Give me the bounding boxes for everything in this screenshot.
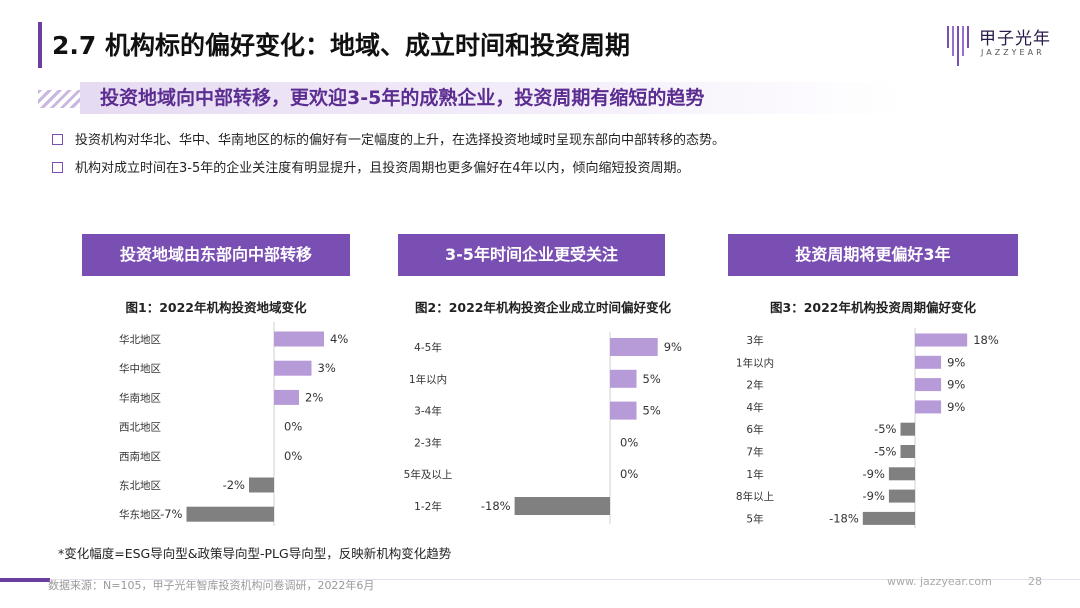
chart-3-value-label: -5%	[874, 445, 896, 459]
chart-3-bar	[888, 489, 915, 503]
subtitle: 投资地域向中部转移，更欢迎3-5年的成熟企业，投资周期有缩短的趋势	[100, 87, 705, 109]
chart-3-category-label: 8年以上	[736, 490, 774, 503]
chart-2-value-label: 0%	[620, 435, 638, 449]
chart-1-bar	[186, 506, 274, 522]
chart-3-category-label: 1年以内	[736, 356, 774, 369]
bullet-text: 投资机构对华北、华中、华南地区的标的偏好有一定幅度的上升，在选择投资地域时呈现东…	[75, 133, 726, 148]
chart-3-value-label: -18%	[829, 511, 859, 525]
chart-2-category-label: 3-4年	[414, 405, 442, 418]
chart-2-category-label: 2-3年	[414, 436, 442, 449]
chart-1-value-label: 0%	[284, 420, 302, 434]
chart-3-category-label: 6年	[746, 423, 763, 436]
title-accent-bar	[38, 22, 42, 68]
footer-divider	[50, 579, 1080, 580]
chart-2-value-label: 5%	[643, 404, 661, 418]
chart-title-period: 图3：2022年机构投资周期偏好变化	[770, 300, 976, 315]
chart-2-bar	[610, 338, 658, 356]
chart-1-category-label: 西南地区	[119, 450, 161, 463]
logo-bars-icon	[947, 26, 969, 66]
chart-1-bar	[274, 331, 324, 347]
chart-1-category-label: 华北地区	[119, 333, 161, 346]
chart-title-region: 图1：2022年机构投资地域变化	[125, 300, 307, 315]
bullet-square-icon	[52, 162, 63, 173]
page-title: 2.7 机构标的偏好变化：地域、成立时间和投资周期	[52, 31, 630, 60]
section-header-age: 3-5年时间企业更受关注	[398, 234, 665, 276]
bullet-text: 机构对成立时间在3-5年的企业关注度有明显提升，且投资周期也更多偏好在4年以内，…	[75, 161, 690, 176]
chart-3-value-label: 9%	[947, 378, 965, 392]
bullet-square-icon	[52, 134, 63, 145]
chart-3-bar	[915, 378, 942, 392]
chart-3-bar	[888, 467, 915, 481]
chart-1-bar	[249, 477, 274, 493]
chart-2-bar	[610, 401, 637, 420]
chart-2-bar	[514, 497, 610, 515]
data-source: 数据来源：N=105，甲子光年智库投资机构问卷调研，2022年6月	[48, 579, 375, 592]
logo-text-cn: 甲子光年	[979, 29, 1051, 49]
footer-accent	[0, 578, 50, 582]
chart-1-category-label: 华南地区	[119, 391, 161, 404]
chart-3-category-label: 2年	[746, 379, 763, 392]
section-header-period: 投资周期将更偏好3年	[728, 234, 1018, 276]
chart-1-value-label: 3%	[318, 361, 336, 375]
footnote: *变化幅度=ESG导向型&政策导向型-PLG导向型，反映新机构变化趋势	[58, 546, 452, 561]
chart-3-category-label: 3年	[746, 334, 763, 347]
chart-3-value-label: -5%	[874, 422, 896, 436]
chart-3-value-label: 9%	[947, 400, 965, 414]
chart-2-bar	[610, 369, 637, 388]
chart-1-category-label: 华中地区	[119, 362, 161, 375]
chart-2-value-label: 5%	[643, 372, 661, 386]
chart-3-bar	[915, 400, 942, 414]
chart-2-category-label: 5年及以上	[404, 468, 453, 481]
chart-1-value-label: -2%	[223, 478, 245, 492]
subtitle-banner	[80, 82, 900, 114]
chart-2-category-label: 4-5年	[414, 341, 442, 354]
chart-3-value-label: -9%	[862, 467, 884, 481]
chart-1-bar	[274, 360, 312, 376]
chart-1-value-label: -7%	[160, 507, 182, 521]
chart-3-bar	[915, 355, 942, 369]
chart-2-value-label: 9%	[664, 340, 682, 354]
chart-3-category-label: 7年	[746, 446, 763, 459]
chart-3-category-label: 1年	[746, 468, 763, 481]
logo-text-en: JAZZYEAR	[981, 48, 1045, 57]
chart-2-category-label: 1年以内	[409, 373, 447, 386]
chart-1-category-label: 西北地区	[119, 421, 161, 434]
chart-3-value-label: 9%	[947, 355, 965, 369]
chart-1-value-label: 0%	[284, 449, 302, 463]
chart-title-age: 图2：2022年机构投资企业成立时间偏好变化	[415, 300, 671, 315]
chart-1-category-label: 华东地区	[119, 508, 161, 521]
brand-logo: 甲子光年 JAZZYEAR	[945, 22, 1055, 72]
chart-3-bar	[915, 333, 968, 347]
bullet-item: 机构对成立时间在3-5年的企业关注度有明显提升，且投资周期也更多偏好在4年以内，…	[52, 157, 690, 176]
section-header-region: 投资地域由东部向中部转移	[82, 234, 350, 276]
website-link[interactable]: www. jazzyear.com	[887, 575, 992, 588]
chart-1-category-label: 东北地区	[119, 479, 161, 492]
chart-2-value-label: 0%	[620, 467, 638, 481]
chart-1-value-label: 4%	[330, 332, 348, 346]
chart-3-bar	[900, 422, 915, 436]
chart-2-category-label: 1-2年	[414, 500, 442, 513]
bullet-item: 投资机构对华北、华中、华南地区的标的偏好有一定幅度的上升，在选择投资地域时呈现东…	[52, 129, 725, 148]
chart-3-category-label: 5年	[746, 512, 763, 525]
chart-3-bar	[862, 511, 915, 525]
page-number: 28	[1028, 575, 1042, 588]
chart-1-bar	[274, 389, 299, 405]
chart-3-bar	[900, 445, 915, 458]
chart-1-value-label: 2%	[305, 390, 323, 404]
chart-3-value-label: -9%	[862, 489, 884, 503]
chart-3-category-label: 4年	[746, 401, 763, 414]
chart-3-value-label: 18%	[973, 333, 999, 347]
chart-2-value-label: -18%	[481, 499, 511, 513]
